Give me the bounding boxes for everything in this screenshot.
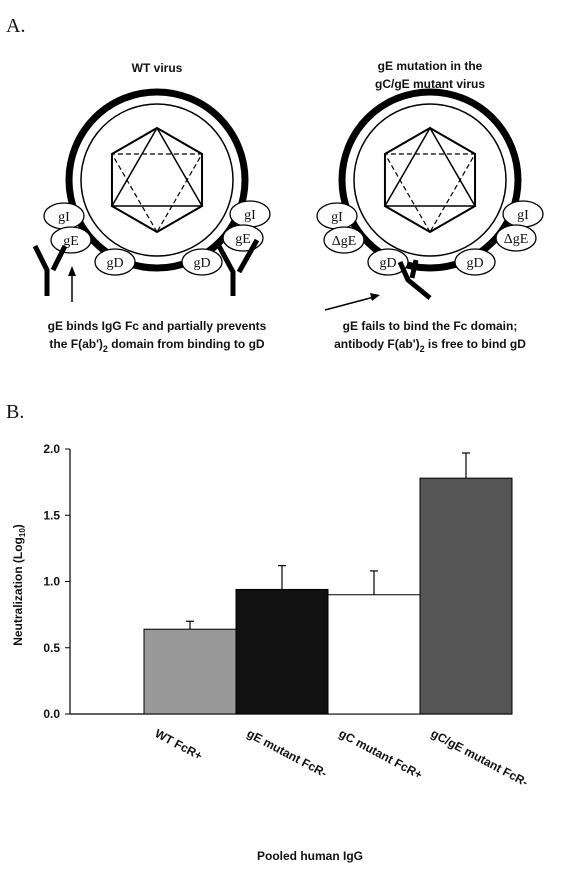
x-tick-label: gC mutant FcR+ xyxy=(337,726,425,782)
glycoprotein-label: gI xyxy=(58,210,70,225)
glycoprotein-label: gD xyxy=(466,256,483,271)
x-tick-label: WT FcR+ xyxy=(153,726,205,763)
glycoprotein-label: gI xyxy=(331,210,343,225)
bar xyxy=(236,589,328,714)
glycoprotein-label: gD xyxy=(106,256,123,271)
caption-part: domain from binding to gD xyxy=(108,337,265,351)
antibody xyxy=(219,246,233,296)
panel-label: B. xyxy=(6,401,24,423)
glycoprotein-label: gI xyxy=(244,208,256,223)
bar xyxy=(144,629,236,714)
y-tick-label: 2.0 xyxy=(43,442,60,456)
left-caption: the F(ab')2 domain from binding to gD xyxy=(49,337,265,354)
panel-label: A. xyxy=(6,15,25,37)
x-axis-label: Pooled human IgG xyxy=(257,849,363,863)
figure: A. WT virus gE mutation in the gC/gE mut… xyxy=(0,0,587,872)
caption-part: antibody F(ab') xyxy=(334,337,420,351)
y-tick-label: 1.5 xyxy=(43,508,60,522)
envelope xyxy=(69,92,245,268)
arrow xyxy=(325,297,374,310)
right-caption: gE fails to bind the Fc domain; xyxy=(343,319,518,333)
caption-part: is free to bind gD xyxy=(425,337,527,351)
antibody xyxy=(35,246,47,296)
arrow-head xyxy=(370,293,380,301)
glycoprotein-label: gE xyxy=(235,232,251,247)
arrow-head xyxy=(68,266,76,276)
glycoprotein-label: gI xyxy=(517,208,529,223)
x-tick-label: gE mutant FcR- xyxy=(245,726,330,780)
glycoprotein-label: ΔgE xyxy=(332,234,357,249)
x-tick-label: gC/gE mutant FcR- xyxy=(429,726,531,789)
glycoprotein-label: ΔgE xyxy=(504,232,529,247)
y-tick-label: 0.5 xyxy=(43,641,60,655)
left-title: WT virus xyxy=(132,61,183,75)
right-caption: antibody F(ab')2 is free to bind gD xyxy=(334,337,526,354)
bar xyxy=(328,595,420,714)
y-label-part: ) xyxy=(11,524,25,528)
right-title: gE mutation in the xyxy=(378,59,483,73)
glycoprotein-label: gD xyxy=(193,256,210,271)
caption-part: the F(ab') xyxy=(49,337,103,351)
left-caption: gE binds IgG Fc and partially prevents xyxy=(48,319,267,333)
y-tick-label: 0.0 xyxy=(43,707,60,721)
glycoprotein-label: gD xyxy=(379,256,396,271)
y-tick-label: 1.0 xyxy=(43,575,60,589)
y-label-part: Neutralization (Log xyxy=(11,537,25,646)
y-axis-label: Neutralization (Log10) xyxy=(11,524,27,646)
envelope xyxy=(342,92,518,268)
bar xyxy=(420,478,512,714)
